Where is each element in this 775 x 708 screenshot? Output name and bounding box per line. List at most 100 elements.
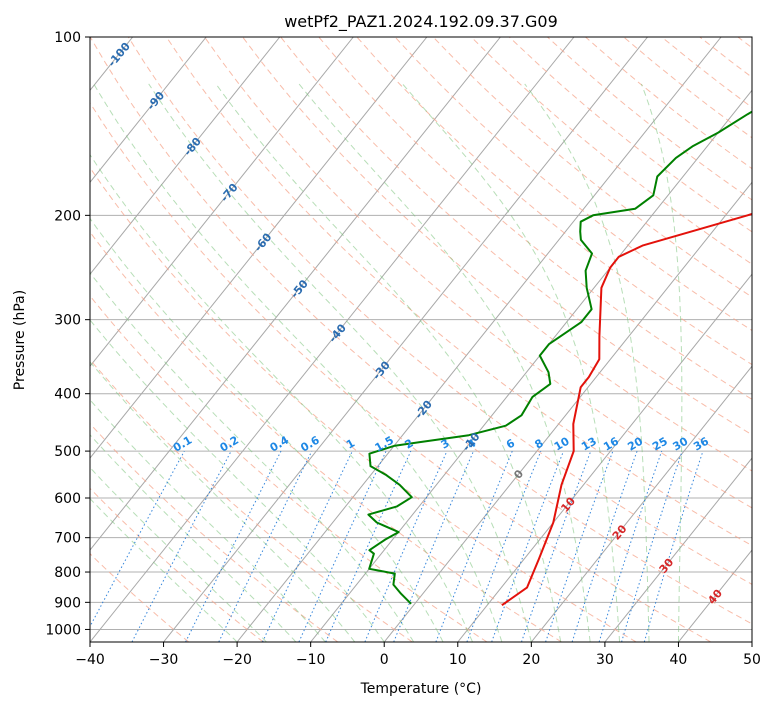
dry-adiabat: [90, 358, 413, 642]
x-tick-label: 10: [449, 652, 467, 668]
dry-adiabat: [242, 37, 752, 472]
mixing-ratio-line: [643, 450, 704, 642]
y-tick-label: 600: [54, 491, 81, 507]
dry-adiabat: [90, 295, 488, 642]
moist-adiabat: [90, 153, 473, 642]
mixing-ratio-line: [393, 450, 474, 642]
moist-adiabat: [90, 399, 326, 642]
isotherm-label: 40: [705, 587, 725, 607]
x-tick-label: 20: [522, 652, 540, 668]
y-tick-label: 300: [54, 313, 81, 329]
x-axis-label: Temperature (°C): [360, 681, 482, 697]
dry-adiabat: [90, 423, 339, 642]
isotherm-line: [383, 181, 752, 642]
moist-adiabat: [90, 361, 356, 642]
moist-adiabat: [93, 83, 503, 642]
mixing-ratio-line: [621, 450, 683, 642]
isotherm-line: [90, 37, 281, 276]
y-tick-label: 700: [54, 531, 81, 547]
mixing-ratio-line: [325, 450, 412, 642]
moist-adiabat: [402, 83, 621, 642]
dry-adiabat: [661, 37, 752, 109]
mixing-ratio-line: [298, 450, 387, 642]
chart-title: wetPf2_PAZ1.2024.192.09.37.G09: [284, 12, 558, 32]
dry-adiabat: [90, 37, 752, 625]
dewpoint-profile: [367, 110, 752, 605]
x-tick-label: 40: [670, 652, 688, 668]
isotherm-line: [90, 37, 575, 642]
dry-adiabat: [165, 37, 752, 547]
dry-adiabat: [90, 231, 562, 642]
mixing-ratio-line: [262, 450, 353, 642]
mixing-ratio-line: [466, 450, 542, 642]
x-tick-label: −40: [75, 652, 105, 668]
moist-adiabat: [90, 466, 267, 642]
isotherm-line: [604, 457, 752, 642]
x-tick-label: −30: [149, 652, 179, 668]
profiles: [367, 110, 752, 607]
y-tick-label: 800: [54, 565, 81, 581]
y-tick-label: 1000: [45, 622, 81, 638]
isotherm-line: [90, 37, 428, 459]
mixing-ratio-line: [545, 450, 614, 642]
moist-adiabat: [90, 434, 297, 642]
mixing-ratio-label: 6: [504, 436, 517, 451]
x-tick-label: −20: [222, 652, 252, 668]
dry-adiabat: [90, 101, 712, 642]
isotherm-label: -30: [370, 358, 393, 382]
isotherm-label: -100: [105, 40, 133, 70]
moist-adiabat: [298, 83, 591, 642]
mixing-ratio-line: [90, 450, 185, 628]
mixing-ratio-line: [364, 450, 448, 642]
plot-frame: [89, 36, 753, 643]
y-tick-label: 100: [54, 30, 81, 46]
isotherm-label: -90: [144, 89, 167, 113]
isotherm-line: [90, 37, 207, 184]
background-lines: [0, 37, 752, 642]
mixing-ratio-line: [521, 450, 592, 642]
moist-adiabat: [148, 83, 532, 642]
mixing-ratio-line: [491, 450, 564, 642]
mixing-ratio-line: [218, 450, 313, 642]
dry-adiabat: [547, 37, 752, 201]
dry-adiabat: [394, 37, 752, 332]
x-tick-label: 30: [596, 652, 614, 668]
moist-adiabat: [90, 319, 385, 642]
dry-adiabat: [432, 37, 752, 298]
isotherm-line: [530, 365, 752, 642]
x-tick-label: −10: [296, 652, 326, 668]
isotherm-label: -70: [218, 181, 241, 205]
y-tick-label: 200: [54, 208, 81, 224]
moist-adiabat: [90, 497, 238, 642]
isotherm-label: 10: [558, 494, 578, 514]
moist-adiabat: [524, 83, 650, 642]
dry-adiabat: [356, 37, 752, 366]
dry-adiabat: [204, 37, 752, 509]
isotherm-line: [0, 37, 59, 642]
y-axis-label: Pressure (hPa): [12, 290, 28, 390]
isotherm-line: [90, 37, 501, 551]
x-tick-label: 50: [743, 652, 761, 668]
mixing-ratio-line: [571, 450, 638, 642]
dry-adiabat: [737, 37, 752, 49]
dry-adiabat: [90, 487, 264, 642]
dry-adiabat: [90, 553, 190, 642]
y-tick-label: 400: [54, 387, 81, 403]
moist-adiabat: [90, 271, 415, 642]
moist-adiabat: [215, 83, 562, 642]
moist-adiabat: [90, 217, 444, 642]
temperature-profile: [501, 212, 752, 607]
x-axis: −40 −30 −20 −10 0 10 20 30 40 50: [75, 642, 761, 668]
dry-adiabat: [508, 37, 752, 233]
mixing-ratio-label: 8: [532, 437, 545, 452]
moist-adiabat: [640, 83, 683, 642]
dry-adiabat: [470, 37, 752, 265]
y-axis: 100 200 300 400 500 600 700 800 900 1000: [45, 30, 90, 638]
mixing-ratio-line: [598, 450, 663, 642]
mixing-ratio-line: [435, 450, 513, 642]
isotherm-line: [751, 641, 752, 642]
y-tick-label: 900: [54, 595, 81, 611]
x-tick-label: 0: [380, 652, 389, 668]
mixing-ratio-label: 2: [402, 437, 415, 452]
